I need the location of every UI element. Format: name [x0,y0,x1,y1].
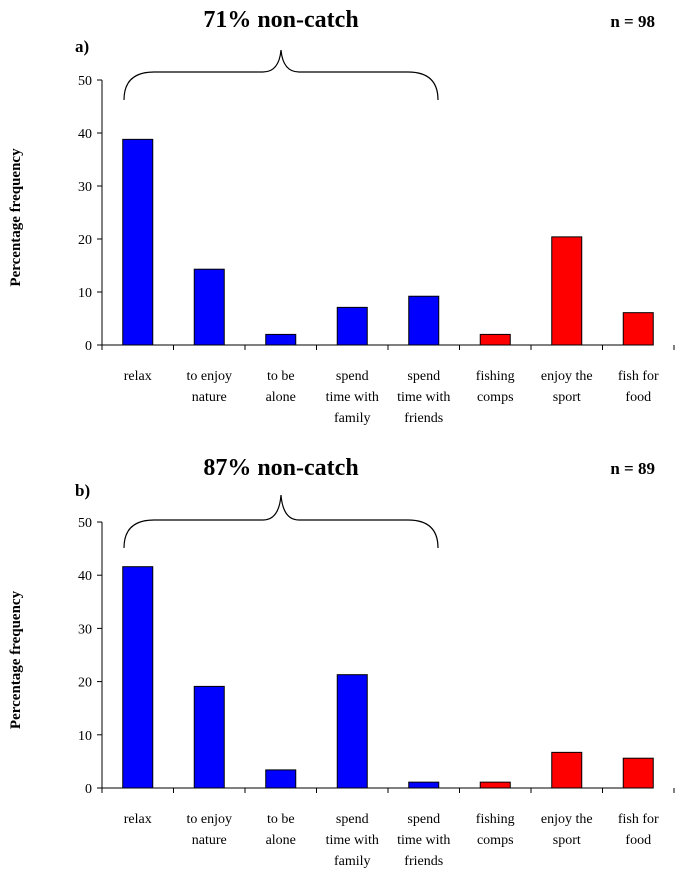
x-category-label: fishing comps [476,369,515,405]
bar-enjoy-the-sport [551,751,583,789]
non-catch-bracket [123,49,439,101]
bar-to-enjoy-nature [193,268,225,346]
bar-spend-time-with-friends [408,295,440,346]
non-catch-bracket [123,494,439,549]
x-category-label: enjoy the sport [541,369,593,405]
x-category-label: enjoy the sport [541,812,593,848]
y-tick-label: 10 [78,729,92,744]
x-category-label: to enjoy nature [187,812,233,848]
x-category-label: fish for food [618,369,659,405]
y-tick-label: 30 [78,622,92,637]
y-tick-label: 20 [78,233,92,248]
panel-label: a) [75,37,89,56]
x-category-label: fish for food [618,812,659,848]
x-category-label: to enjoy nature [187,369,233,405]
x-category-label: spend time with friends [397,812,450,869]
bar-relax [122,566,154,789]
x-category-label: to be alone [266,812,296,848]
y-tick-label: 50 [78,516,92,531]
x-category-label: spend time with friends [397,369,450,426]
bracket-label: 87% non-catch [203,455,358,481]
x-category-label: spend time with family [326,812,379,869]
sample-size-label: n = 98 [610,12,655,31]
bar-relax [122,138,154,346]
bar-spend-time-with-family [336,674,368,789]
y-tick-label: 40 [78,127,92,142]
x-category-label: spend time with family [326,369,379,426]
bar-spend-time-with-family [336,306,368,346]
x-category-label: fishing comps [476,812,515,848]
y-tick-label: 40 [78,569,92,584]
bar-fish-for-food [622,757,654,789]
y-tick-label: 20 [78,676,92,691]
bar-to-be-alone [265,333,297,346]
x-category-label: relax [124,369,152,384]
x-category-label: to be alone [266,369,296,405]
bracket-label: 71% non-catch [203,7,358,33]
chart-panel-a: 0 10 20 30 40 50 Percentage frequency relax to e… [8,7,675,426]
bar-fishing-comps [479,781,511,789]
panel-label: b) [75,481,90,500]
y-tick-label: 10 [78,286,92,301]
sample-size-label: n = 89 [610,459,655,478]
bar-enjoy-the-sport [551,236,583,346]
bar-to-enjoy-nature [193,685,225,789]
bar-fishing-comps [479,333,511,346]
y-axis-label: Percentage frequency [8,148,24,287]
y-axis-label: Percentage frequency [8,590,24,729]
bar-fish-for-food [622,312,654,346]
bar-spend-time-with-friends [408,781,440,789]
y-tick-label: 0 [85,782,92,797]
y-tick-label: 50 [78,74,92,89]
chart-panel-b: 0 10 20 30 40 50 Percentage frequency relax to e… [8,455,675,869]
x-category-label: relax [124,812,152,827]
y-tick-label: 30 [78,180,92,195]
y-tick-label: 0 [85,339,92,354]
bar-to-be-alone [265,769,297,789]
